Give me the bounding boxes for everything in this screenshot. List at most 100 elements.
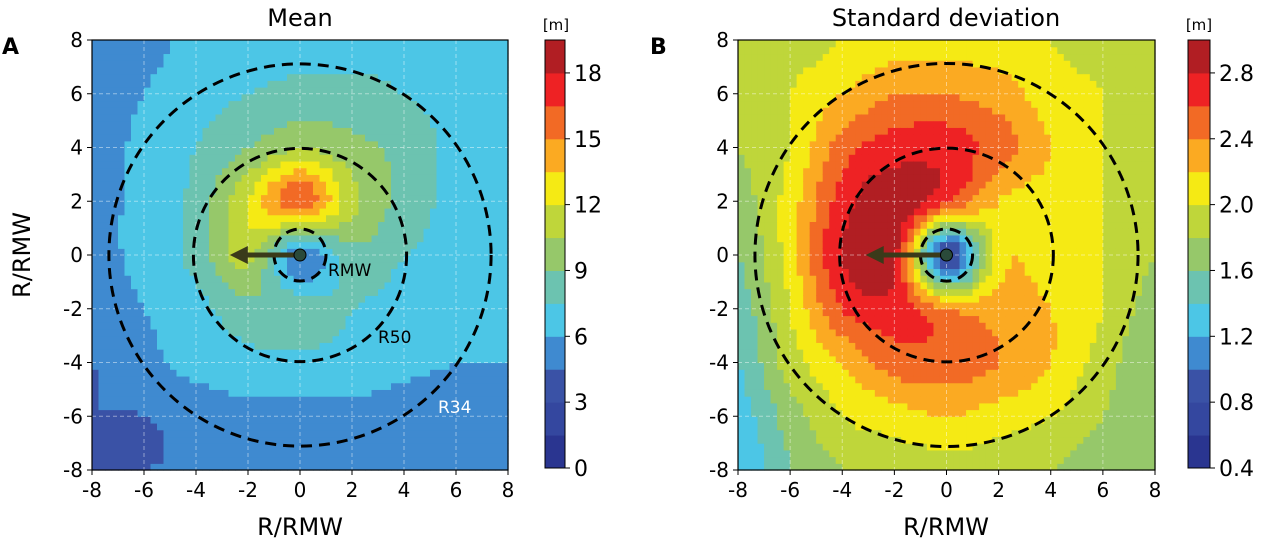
contour-cell	[796, 429, 804, 438]
contour-cell	[163, 174, 171, 182]
contour-cell	[358, 443, 366, 451]
contour-cell	[280, 248, 288, 256]
contour-cell	[430, 255, 438, 263]
contour-cell	[228, 228, 236, 236]
contour-cell	[274, 402, 282, 411]
contour-cell	[131, 281, 139, 290]
contour-cell	[777, 201, 785, 209]
contour-cell	[777, 73, 785, 81]
contour-cell	[404, 416, 412, 424]
contour-cell	[410, 409, 418, 417]
colorbar-band	[545, 270, 565, 304]
contour-cell	[274, 302, 282, 310]
contour-cell	[235, 315, 243, 323]
contour-cell	[384, 389, 392, 397]
contour-cell	[495, 281, 503, 290]
contour-cell	[430, 134, 438, 142]
contour-cell	[124, 100, 132, 108]
contour-cell	[137, 302, 145, 310]
contour-cell	[326, 302, 334, 310]
contour-cell	[345, 207, 353, 216]
contour-cell	[313, 100, 321, 108]
contour-cell	[332, 342, 340, 350]
contour-cell	[150, 416, 158, 424]
contour-cell	[228, 53, 236, 61]
contour-cell	[770, 140, 778, 149]
contour-cell	[397, 194, 405, 202]
contour-cell	[287, 248, 295, 256]
contour-cell	[751, 87, 759, 95]
contour-cell	[404, 275, 412, 283]
contour-cell	[98, 389, 106, 397]
contour-cell	[144, 194, 152, 202]
contour-cell	[430, 295, 438, 303]
contour-cell	[202, 328, 210, 337]
contour-cell	[495, 349, 503, 357]
contour-cell	[352, 429, 360, 438]
contour-cell	[319, 214, 327, 223]
contour-cell	[345, 187, 353, 196]
contour-cell	[475, 241, 483, 249]
contour-cell	[176, 134, 184, 142]
contour-cell	[248, 456, 256, 464]
contour-cell	[501, 275, 509, 283]
contour-cell	[274, 375, 282, 384]
contour-cell	[241, 154, 249, 162]
contour-cell	[482, 402, 490, 411]
contour-cell	[222, 456, 230, 464]
contour-cell	[738, 416, 746, 424]
contour-cell	[293, 362, 301, 370]
contour-cell	[417, 53, 425, 61]
contour-cell	[744, 402, 752, 411]
contour-cell	[365, 87, 373, 95]
contour-cell	[267, 382, 275, 390]
contour-cell	[462, 429, 470, 438]
contour-cell	[163, 449, 171, 458]
contour-cell	[397, 93, 405, 102]
contour-cell	[215, 362, 223, 370]
contour-cell	[345, 53, 353, 61]
contour-cell	[274, 134, 282, 142]
contour-cell	[144, 402, 152, 411]
contour-cell	[319, 207, 327, 216]
contour-cell	[410, 288, 418, 296]
contour-cell	[757, 160, 765, 169]
contour-cell	[131, 187, 139, 196]
contour-cell	[345, 201, 353, 209]
contour-cell	[744, 429, 752, 438]
contour-cell	[228, 261, 236, 270]
contour-cell	[475, 181, 483, 189]
contour-cell	[423, 449, 431, 458]
contour-cell	[430, 335, 438, 343]
contour-cell	[261, 288, 269, 296]
contour-cell	[183, 174, 191, 182]
contour-cell	[803, 201, 811, 209]
chart-title: Mean	[267, 4, 332, 32]
contour-cell	[98, 362, 106, 370]
contour-cell	[757, 221, 765, 229]
contour-cell	[371, 268, 379, 276]
contour-cell	[417, 422, 425, 431]
contour-cell	[332, 369, 340, 377]
contour-cell	[196, 113, 204, 122]
contour-cell	[417, 295, 425, 303]
contour-cell	[196, 375, 204, 384]
contour-cell	[261, 120, 269, 128]
contour-cell	[137, 443, 145, 451]
contour-cell	[404, 167, 412, 175]
contour-cell	[339, 113, 347, 122]
contour-cell	[378, 174, 386, 182]
contour-cell	[189, 207, 197, 216]
contour-cell	[751, 221, 759, 229]
contour-cell	[105, 443, 113, 451]
contour-cell	[469, 382, 477, 390]
contour-cell	[469, 281, 477, 290]
contour-cell	[757, 113, 765, 122]
contour-cell	[783, 362, 791, 370]
contour-cell	[319, 429, 327, 438]
contour-cell	[796, 93, 804, 102]
contour-cell	[228, 268, 236, 276]
contour-cell	[430, 275, 438, 283]
contour-cell	[157, 322, 165, 330]
contour-cell	[280, 382, 288, 390]
